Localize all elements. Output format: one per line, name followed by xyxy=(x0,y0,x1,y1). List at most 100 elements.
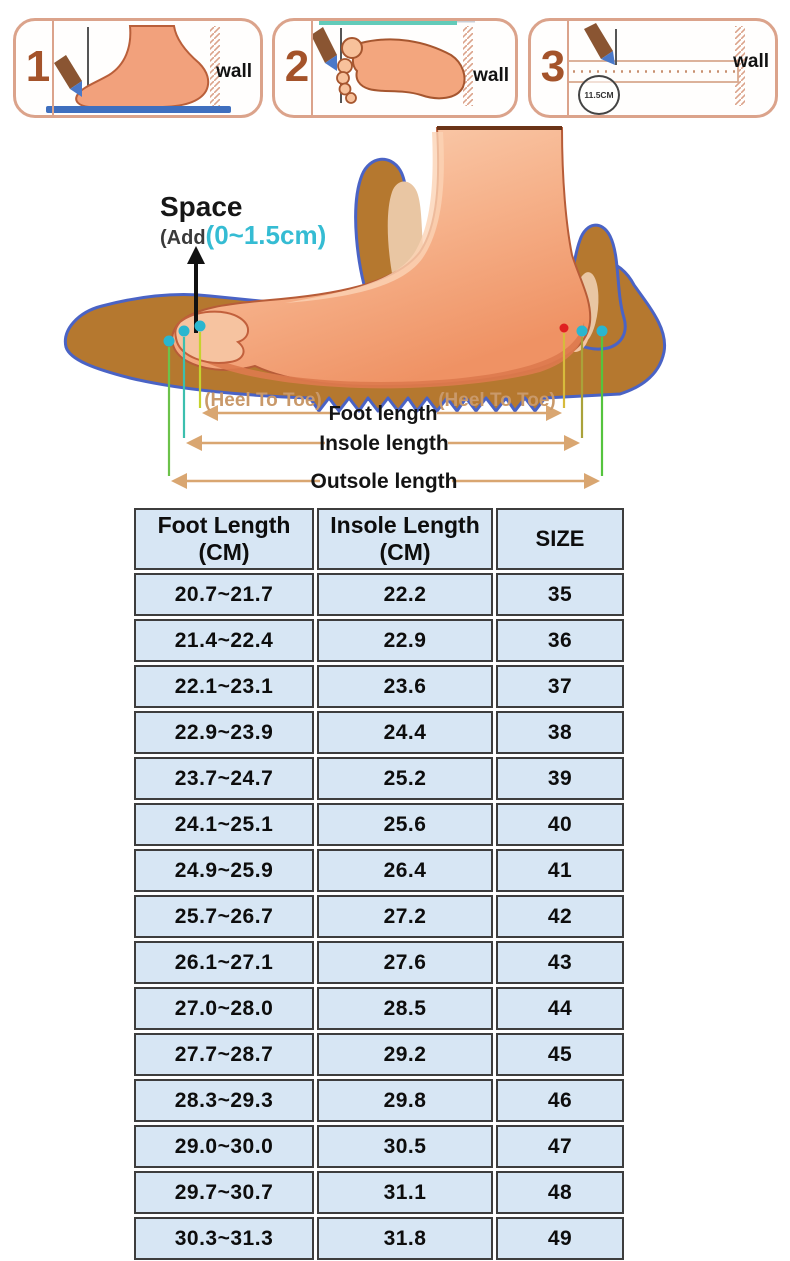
size-table-header-2: SIZE xyxy=(496,508,624,570)
insole-length-label: Insole length xyxy=(319,432,449,455)
size-table-cell: 22.2 xyxy=(317,573,493,616)
size-table-cell: 29.8 xyxy=(317,1079,493,1122)
size-table-container: Foot Length (CM) Insole Length (CM) SIZE 20.… xyxy=(131,505,627,1261)
foot-length-diagram xyxy=(63,126,667,489)
size-table: Foot Length (CM) Insole Length (CM) SIZE 20.… xyxy=(131,505,627,1261)
heel-to-toe-label-left: (Heel To Toe) xyxy=(204,390,322,411)
size-table-row: 27.0~28.0 28.5 44 xyxy=(134,987,624,1030)
size-table-cell: 36 xyxy=(496,619,624,662)
panel-divider xyxy=(311,21,313,115)
size-table-row: 20.7~21.7 22.2 35 xyxy=(134,573,624,616)
size-table-cell: 27.2 xyxy=(317,895,493,938)
pencil-icon xyxy=(584,23,613,59)
size-table-row: 30.3~31.3 31.8 49 xyxy=(134,1217,624,1260)
size-table-cell: 22.9~23.9 xyxy=(134,711,314,754)
size-table-cell: 25.2 xyxy=(317,757,493,800)
size-table-cell: 30.3~31.3 xyxy=(134,1217,314,1260)
wall-label: wall xyxy=(216,61,252,82)
foot-top-measure-illustration xyxy=(311,21,475,106)
size-table-cell: 48 xyxy=(496,1171,624,1214)
size-table-cell: 30.5 xyxy=(317,1125,493,1168)
wall-label: wall xyxy=(473,65,509,86)
blue-ruler-board xyxy=(46,106,231,113)
foot-length-label: Foot length xyxy=(328,403,438,425)
size-table-cell: 38 xyxy=(496,711,624,754)
size-table-cell: 22.9 xyxy=(317,619,493,662)
size-table-cell: 26.4 xyxy=(317,849,493,892)
step-number: 1 xyxy=(25,42,51,91)
size-table-cell: 35 xyxy=(496,573,624,616)
size-table-cell: 20.7~21.7 xyxy=(134,573,314,616)
space-title: Space xyxy=(160,191,243,222)
footprint-top-view xyxy=(351,38,466,100)
size-table-row: 27.7~28.7 29.2 45 xyxy=(134,1033,624,1076)
size-table-row: 29.7~30.7 31.1 48 xyxy=(134,1171,624,1214)
measure-guide-lines xyxy=(167,332,604,476)
size-table-cell: 23.6 xyxy=(317,665,493,708)
size-table-cell: 27.0~28.0 xyxy=(134,987,314,1030)
size-table-header-0: Foot Length (CM) xyxy=(134,508,314,570)
size-table-header-row: Foot Length (CM) Insole Length (CM) SIZE xyxy=(134,508,624,570)
size-table-cell: 28.3~29.3 xyxy=(134,1079,314,1122)
space-prefix: (Add xyxy=(160,227,206,250)
measuring-step-1-panel: 1 wall xyxy=(13,18,263,118)
panel-divider xyxy=(52,21,54,115)
size-table-cell: 47 xyxy=(496,1125,624,1168)
measure-point-dots xyxy=(163,320,608,347)
wall-hatch xyxy=(735,26,745,106)
size-table-cell: 31.8 xyxy=(317,1217,493,1260)
size-table-cell: 24.9~25.9 xyxy=(134,849,314,892)
step-number: 3 xyxy=(540,42,566,91)
size-table-cell: 25.6 xyxy=(317,803,493,846)
size-table-row: 21.4~22.4 22.9 36 xyxy=(134,619,624,662)
panel-divider xyxy=(567,21,569,115)
pencil-icon xyxy=(311,27,337,63)
size-table-cell: 27.6 xyxy=(317,941,493,984)
ruler-measure-illustration xyxy=(567,23,745,106)
size-table-cell: 22.1~23.1 xyxy=(134,665,314,708)
size-table-row: 24.1~25.1 25.6 40 xyxy=(134,803,624,846)
size-table-cell: 27.7~28.7 xyxy=(134,1033,314,1076)
size-table-cell: 26.1~27.1 xyxy=(134,941,314,984)
heel-to-toe-label-right: (Heel To Toe) xyxy=(438,390,556,411)
size-table-row: 29.0~30.0 30.5 47 xyxy=(134,1125,624,1168)
measuring-step-3-panel: 3 11.5CM wall xyxy=(528,18,778,118)
size-table-row: 23.7~24.7 25.2 39 xyxy=(134,757,624,800)
size-table-cell: 49 xyxy=(496,1217,624,1260)
toe-detail xyxy=(174,310,249,364)
size-table-body: 20.7~21.7 22.2 35 21.4~22.4 22.9 36 22.1~23.1 2… xyxy=(134,573,624,1260)
space-annotation: Space (Add(0~1.5cm) xyxy=(160,192,326,250)
outsole-length-label: Outsole length xyxy=(310,470,458,493)
measurement-arrows xyxy=(185,411,586,483)
size-table-cell: 24.4 xyxy=(317,711,493,754)
foot-side-measure-illustration xyxy=(46,25,231,113)
size-table-cell: 29.7~30.7 xyxy=(134,1171,314,1214)
measuring-step-2-panel: 2 wall xyxy=(272,18,518,118)
step-number: 2 xyxy=(284,42,310,91)
size-table-row: 28.3~29.3 29.8 46 xyxy=(134,1079,624,1122)
size-table-cell: 45 xyxy=(496,1033,624,1076)
measured-length-badge: 11.5CM xyxy=(578,75,620,115)
wall-hatch xyxy=(463,26,473,106)
size-table-cell: 21.4~22.4 xyxy=(134,619,314,662)
size-table-cell: 40 xyxy=(496,803,624,846)
size-table-cell: 29.2 xyxy=(317,1033,493,1076)
size-table-cell: 42 xyxy=(496,895,624,938)
size-table-cell: 28.5 xyxy=(317,987,493,1030)
size-table-cell: 44 xyxy=(496,987,624,1030)
big-toe xyxy=(341,37,363,59)
foot-illustration xyxy=(171,127,592,388)
size-table-row: 26.1~27.1 27.6 43 xyxy=(134,941,624,984)
size-table-cell: 29.0~30.0 xyxy=(134,1125,314,1168)
size-table-row: 22.1~23.1 23.6 37 xyxy=(134,665,624,708)
space-range: (0~1.5cm) xyxy=(205,220,327,251)
size-table-cell: 46 xyxy=(496,1079,624,1122)
foot-side-view xyxy=(75,25,210,108)
size-table-row: 24.9~25.9 26.4 41 xyxy=(134,849,624,892)
size-table-row: 22.9~23.9 24.4 38 xyxy=(134,711,624,754)
size-table-cell: 41 xyxy=(496,849,624,892)
size-table-cell: 23.7~24.7 xyxy=(134,757,314,800)
size-table-cell: 31.1 xyxy=(317,1171,493,1214)
wall-label: wall xyxy=(733,51,769,72)
